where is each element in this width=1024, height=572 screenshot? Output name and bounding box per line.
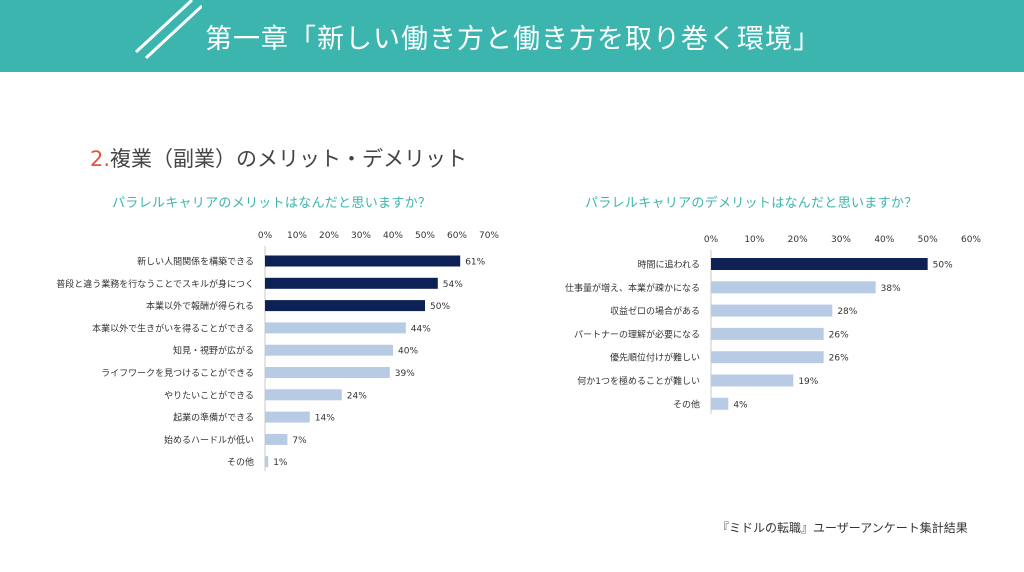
demerit-x-tick-label: 40%	[874, 235, 894, 245]
merit-value-label: 61%	[465, 258, 485, 268]
merit-bar	[265, 300, 425, 312]
merit-category-label: 知見・視野が広がる	[173, 345, 254, 357]
merit-x-tick-label: 0%	[258, 231, 273, 241]
merit-value-label: 54%	[443, 280, 463, 290]
merit-bar	[265, 277, 438, 289]
merit-bar	[265, 322, 406, 334]
demerit-category-label: 収益ゼロの場合がある	[610, 305, 700, 317]
demerit-bar	[711, 327, 824, 340]
merit-value-label: 1%	[273, 458, 288, 468]
demerit-category-label: 何か1つを極めることが難しい	[577, 375, 700, 387]
demerit-bar	[711, 374, 794, 387]
merit-value-label: 44%	[411, 324, 431, 334]
demerit-value-label: 4%	[733, 400, 748, 410]
merit-value-label: 39%	[395, 369, 415, 379]
demerit-value-label: 28%	[837, 307, 857, 317]
merit-bar	[265, 367, 390, 378]
merit-x-tick-label: 60%	[447, 231, 467, 241]
demerit-value-label: 38%	[881, 284, 901, 294]
merit-x-tick-label: 30%	[351, 231, 371, 241]
merit-category-label: 本業以外で報酬が得られる	[146, 300, 254, 312]
demerit-category-label: その他	[673, 398, 700, 410]
demerit-x-tick-label: 0%	[704, 235, 719, 245]
merit-x-tick-label: 20%	[319, 231, 339, 241]
merit-bar	[265, 433, 288, 445]
demerit-bar	[711, 258, 928, 270]
demerit-value-label: 26%	[829, 330, 849, 340]
merit-value-label: 14%	[315, 414, 335, 424]
merit-category-label: ライフワークを見つけることができる	[101, 367, 254, 379]
merit-value-label: 40%	[398, 347, 418, 357]
demerit-x-tick-label: 20%	[788, 235, 808, 245]
demerit-x-tick-label: 10%	[744, 235, 764, 245]
merit-category-label: やりたいことができる	[164, 389, 254, 401]
section-heading: 2.複業（副業）のメリット・デメリット	[90, 143, 467, 173]
merit-x-tick-label: 50%	[415, 231, 435, 241]
demerit-category-label: 時間に追われる	[637, 259, 700, 271]
demerit-x-tick-label: 60%	[961, 235, 981, 245]
section-number: 2.	[90, 147, 111, 171]
merit-value-label: 50%	[430, 302, 450, 312]
demerit-x-tick-label: 30%	[831, 235, 851, 245]
demerit-chart-title: パラレルキャリアのデメリットはなんだと思いますか？	[585, 196, 918, 211]
merit-bar	[265, 344, 393, 356]
merit-category-label: 新しい人間関係を構築できる	[137, 256, 254, 268]
demerit-value-label: 50%	[933, 261, 953, 271]
demerit-value-label: 26%	[829, 354, 849, 364]
merit-x-tick-label: 40%	[383, 231, 403, 241]
demerit-value-label: 19%	[798, 377, 818, 387]
merit-value-label: 24%	[347, 391, 367, 401]
merit-x-tick-label: 10%	[287, 231, 307, 241]
merit-chart-title: パラレルキャリアのメリットはなんだと思いますか？	[112, 196, 432, 211]
merit-bar	[265, 255, 461, 267]
merit-category-label: 始めるハードルが低い	[164, 434, 254, 446]
merit-x-tick-label: 70%	[479, 231, 499, 241]
header-banner: 第一章「新しい働き方と働き方を取り巻く環境」	[0, 0, 1024, 72]
section-title: 複業（副業）のメリット・デメリット	[110, 147, 468, 171]
page-title: 第一章「新しい働き方と働き方を取り巻く環境」	[205, 24, 821, 55]
demerit-category-label: 仕事量が増え、本業が疎かになる	[565, 282, 700, 294]
demerit-bar	[711, 397, 729, 410]
demerit-bar	[711, 351, 824, 364]
merit-bar	[265, 389, 342, 401]
merit-category-label: 本業以外で生きがいを得ることができる	[92, 322, 254, 334]
merit-category-label: その他	[227, 456, 254, 468]
diagonal-stripes-icon	[134, 0, 202, 60]
merit-category-label: 起業の準備ができる	[173, 412, 254, 424]
demerit-bar	[711, 304, 833, 317]
demerit-category-label: パートナーの理解が必要になる	[574, 328, 700, 340]
demerit-category-label: 優先順位付けが難しい	[610, 352, 700, 364]
merit-bar	[265, 411, 310, 423]
merit-category-label: 普段と違う業務を行なうことでスキルが身につく	[56, 278, 254, 290]
demerit-bar	[711, 281, 876, 294]
source-note: 『ミドルの転職』ユーザーアンケート集計結果	[717, 521, 968, 535]
merit-bar	[265, 456, 269, 468]
merit-value-label: 7%	[292, 436, 307, 446]
demerit-x-tick-label: 50%	[918, 235, 938, 245]
